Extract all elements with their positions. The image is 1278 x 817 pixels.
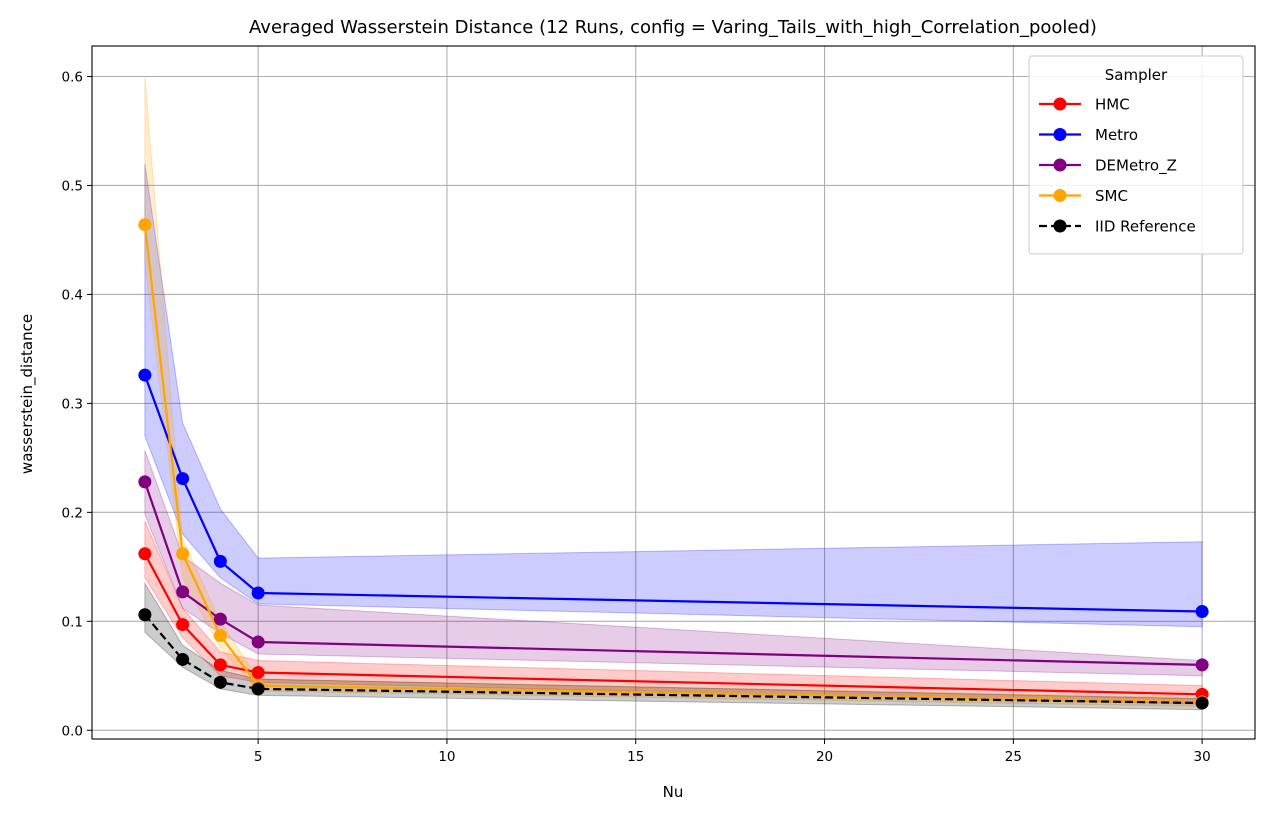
plot-frame <box>91 45 1256 740</box>
smc-legend-marker <box>1053 189 1067 202</box>
legend: Sampler HMC Metro DEMetro_Z SMC IID Referenc… <box>1028 55 1244 255</box>
demetro-z-point <box>138 475 152 489</box>
series-points <box>138 218 1209 710</box>
hmc-point <box>176 618 190 632</box>
iid-reference-band <box>144 581 1203 711</box>
x-tick-label: 5 <box>254 749 263 765</box>
x-axis-ticks: 5 10 15 20 25 30 <box>254 739 1211 765</box>
iid-reference-point <box>251 682 265 696</box>
x-tick-label: 15 <box>627 749 644 765</box>
metro-point <box>1195 605 1209 619</box>
iid-reference-legend-marker <box>1053 219 1067 233</box>
legend-box <box>1028 55 1244 255</box>
y-tick-label: 0.1 <box>62 614 83 630</box>
demetro-z-point <box>1195 658 1209 672</box>
smc-legend-label: SMC <box>1095 187 1128 205</box>
x-tick-label: 10 <box>438 749 455 765</box>
iid-reference-point <box>176 652 190 666</box>
metro-point <box>251 586 265 600</box>
iid-reference-legend-label: IID Reference <box>1095 218 1196 236</box>
y-tick-label: 0.4 <box>62 287 83 303</box>
demetro-z-legend-label: DEMetro_Z <box>1095 157 1177 176</box>
y-axis-ticks: 0.0 0.1 0.2 0.3 0.4 0.5 0.6 <box>62 70 92 739</box>
chart-title: Averaged Wasserstein Distance (12 Runs, … <box>249 17 1097 38</box>
legend-title: Sampler <box>1105 66 1168 84</box>
iid-reference-point <box>1195 696 1209 710</box>
y-axis-label: wasserstein_distance <box>18 314 37 474</box>
x-tick-label: 20 <box>816 749 833 765</box>
metro-point <box>213 554 227 568</box>
iid-reference-point <box>138 608 152 622</box>
demetro-z-point <box>213 612 227 626</box>
hmc-point <box>213 658 227 672</box>
y-tick-label: 0.5 <box>62 178 83 194</box>
demetro-z-point <box>251 635 265 649</box>
smc-point <box>213 628 227 642</box>
iid-reference-point <box>213 675 227 689</box>
metro-band <box>144 163 1203 628</box>
confidence-bands <box>144 76 1203 711</box>
y-tick-label: 0.6 <box>62 70 83 86</box>
x-tick-label: 25 <box>1005 749 1022 765</box>
hmc-point <box>138 547 152 561</box>
metro-point <box>138 368 152 382</box>
metro-point <box>176 472 190 486</box>
metro-legend-marker <box>1053 128 1067 141</box>
hmc-legend-label: HMC <box>1095 96 1130 114</box>
legend-items: HMC Metro DEMetro_Z SMC IID Reference <box>1039 96 1196 236</box>
smc-point <box>176 547 190 561</box>
smc-point <box>138 218 152 232</box>
hmc-legend-marker <box>1053 97 1067 111</box>
metro-legend-label: Metro <box>1095 126 1138 144</box>
hmc-point <box>251 666 265 680</box>
y-tick-label: 0.0 <box>62 723 83 739</box>
y-tick-label: 0.2 <box>62 505 83 521</box>
x-axis-label: Nu <box>663 783 684 801</box>
x-tick-label: 30 <box>1194 749 1211 765</box>
demetro-z-band <box>144 450 1203 677</box>
y-tick-label: 0.3 <box>62 396 83 412</box>
demetro-z-point <box>176 585 190 599</box>
demetro-z-legend-marker <box>1053 158 1067 172</box>
